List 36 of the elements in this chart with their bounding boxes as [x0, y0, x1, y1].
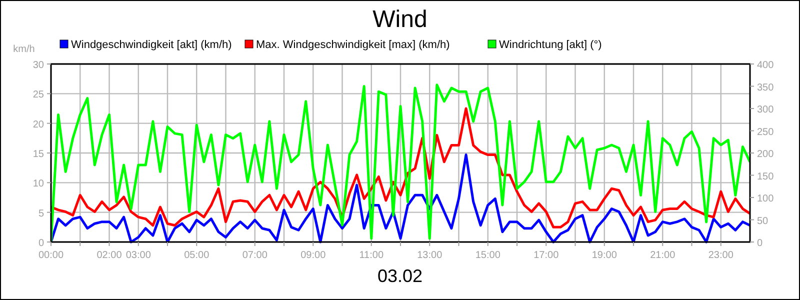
x-tick-label: 05:00 [184, 250, 210, 261]
x-axis-title: 03.02 [377, 266, 423, 286]
x-tick-label: 23:00 [708, 250, 734, 261]
legend-label: Max. Windgeschwindigkeit [max] (km/h) [256, 39, 450, 51]
y-tick-label: 5 [38, 208, 44, 220]
y-tick-label: 30 [32, 60, 44, 71]
line-series [51, 107, 750, 228]
y2-tick-label: 150 [757, 171, 774, 182]
legend-label: Windrichtung [akt] (°) [499, 39, 602, 51]
x-tick-label: 15:00 [475, 250, 501, 261]
y2-tick-label: 400 [757, 60, 774, 71]
y2-tick-label: 0 [757, 238, 763, 249]
legend-label: Windgeschwindigkeit [akt] (km/h) [71, 39, 232, 51]
x-tick-label: 19:00 [592, 250, 618, 261]
x-tick-label: 02:00 [96, 250, 122, 261]
y-axis-title: km/h [13, 44, 35, 55]
x-tick-label: 17:00 [534, 250, 560, 261]
x-tick-label: 13:00 [417, 250, 443, 261]
y2-tick-label: 350 [757, 82, 774, 94]
y2-tick-label: 300 [757, 104, 774, 116]
y-tick-label: 10 [32, 178, 44, 190]
y2-tick-label: 200 [757, 149, 774, 160]
y-tick-label: 25 [32, 90, 44, 101]
y2-tick-label: 100 [757, 194, 774, 204]
y-tick-label: 15 [32, 149, 44, 160]
x-tick-label: 11:00 [359, 250, 384, 261]
chart-title: Wind [372, 6, 428, 33]
x-tick-label: 09:00 [300, 250, 326, 261]
y2-tick-label: 50 [757, 216, 769, 227]
x-tick-label: 21:00 [650, 250, 676, 261]
x-tick-label: 03:00 [126, 250, 152, 261]
y-tick-label: 0 [38, 238, 44, 249]
x-tick-label: 07:00 [242, 250, 268, 261]
y2-tick-label: 250 [757, 126, 774, 138]
y-tick-label: 20 [32, 119, 44, 130]
x-tick-label: 00:00 [38, 250, 64, 261]
